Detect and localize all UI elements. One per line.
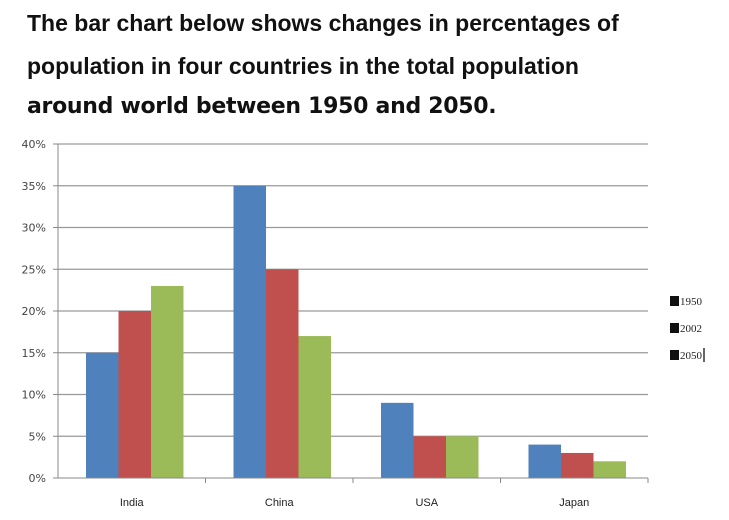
y-tick-label: 15% — [22, 347, 46, 360]
legend-marker-2002 — [670, 323, 679, 333]
y-tick-label: 30% — [22, 222, 46, 235]
legend-label-1950: 1950 — [680, 296, 703, 308]
bars — [86, 185, 626, 478]
x-tick-label: Japan — [559, 497, 589, 509]
x-tick-label: China — [265, 497, 295, 509]
y-axis-ticks: 0% 5% 10% 15% 20% 25% 30% 35% 40% — [22, 138, 46, 485]
legend-label-2050: 2050 — [680, 350, 703, 362]
bar-china-1950 — [233, 185, 266, 478]
y-tick-label: 20% — [22, 305, 46, 318]
legend: 1950 2002 2050 — [670, 296, 705, 362]
bar-india-2002 — [118, 311, 151, 478]
y-tick-label: 25% — [22, 263, 46, 276]
bar-china-2050 — [298, 336, 331, 478]
bar-usa-2002 — [413, 436, 446, 478]
y-tick-label: 0% — [29, 472, 46, 485]
axes — [53, 143, 649, 483]
bar-india-1950 — [86, 352, 119, 478]
x-tick-label: USA — [415, 497, 438, 509]
x-tick-label: India — [120, 497, 145, 509]
bar-japan-2002 — [561, 452, 594, 478]
bar-china-2002 — [266, 269, 299, 478]
bar-japan-2050 — [593, 461, 626, 478]
legend-marker-1950 — [670, 296, 679, 306]
bar-japan-1950 — [528, 444, 561, 478]
title-line-1: The bar chart below shows changes in per… — [27, 10, 619, 36]
y-tick-label: 40% — [22, 138, 46, 151]
bar-usa-2050 — [446, 436, 479, 478]
bar-usa-1950 — [381, 402, 414, 478]
legend-marker-2050 — [670, 350, 679, 360]
title-line-3: around world between 1950 and 2050. — [27, 94, 497, 119]
y-tick-label: 35% — [22, 180, 46, 193]
bar-india-2050 — [151, 285, 184, 478]
x-axis-labels: India China USA Japan — [120, 497, 589, 509]
legend-label-2002: 2002 — [680, 323, 702, 335]
title-line-2: population in four countries in the tota… — [27, 53, 579, 79]
y-tick-label: 10% — [22, 389, 46, 402]
y-tick-label: 5% — [29, 430, 46, 443]
